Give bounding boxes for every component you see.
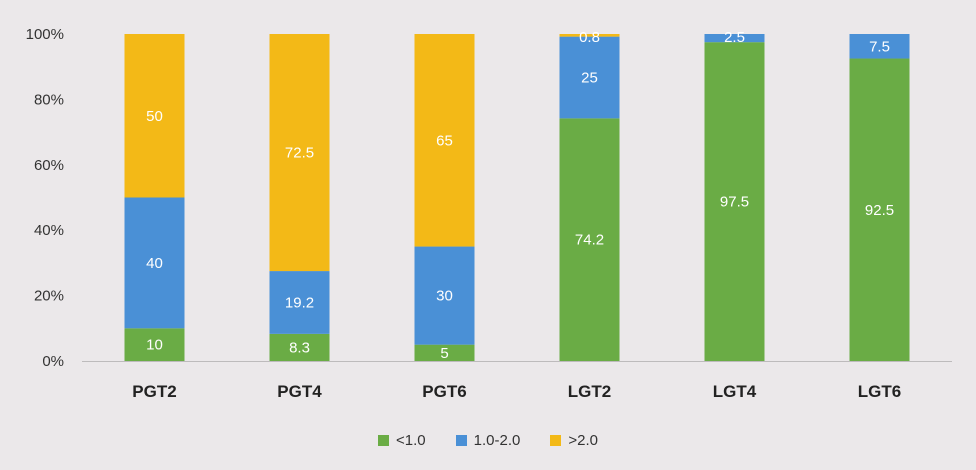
data-label: 50 xyxy=(146,108,163,125)
bar-segment xyxy=(269,34,330,272)
legend-swatch-gt2 xyxy=(550,435,562,446)
legend-item-lt1: <1.0 xyxy=(378,432,426,449)
bar-segment xyxy=(849,58,910,362)
bar-segment xyxy=(849,34,910,59)
bar-segment xyxy=(269,333,330,361)
bar-segment xyxy=(414,34,475,247)
y-tick-label: 100% xyxy=(26,26,64,43)
data-label: 30 xyxy=(436,288,453,305)
data-label: 2.5 xyxy=(724,29,745,46)
x-axis: PGT2 PGT4 PGT6 LGT2 LGT4 LGT6 xyxy=(82,361,952,401)
data-label: 92.5 xyxy=(865,202,894,219)
bar-segment xyxy=(559,118,620,361)
data-label: 10 xyxy=(146,337,163,354)
data-labels: 10 40 50 8.3 19.2 72.5 5 30 65 74.2 25 0.8 97.5 2.5 92… xyxy=(146,29,894,362)
data-label: 72.5 xyxy=(285,145,314,162)
data-label: 65 xyxy=(436,132,453,149)
x-tick-label: PGT4 xyxy=(277,382,322,401)
x-tick-label: LGT6 xyxy=(858,382,901,401)
y-axis: 0% 20% 40% 60% 80% 100% xyxy=(26,26,64,370)
legend: <1.0 1.0-2.0 >2.0 xyxy=(0,432,976,449)
legend-swatch-1to2 xyxy=(455,435,467,446)
legend-label-1to2: 1.0-2.0 xyxy=(473,432,521,449)
x-tick-label: PGT6 xyxy=(422,382,466,401)
data-label: 8.3 xyxy=(289,339,310,356)
bar-segment xyxy=(559,36,620,119)
x-tick-label: LGT4 xyxy=(713,382,757,401)
y-tick-label: 80% xyxy=(34,91,64,108)
legend-label-lt1: <1.0 xyxy=(396,432,426,449)
legend-item-1to2: 1.0-2.0 xyxy=(455,432,521,449)
x-tick-label: PGT2 xyxy=(132,382,176,401)
bar-segment xyxy=(559,34,620,37)
bar-segment xyxy=(414,344,475,361)
y-tick-label: 20% xyxy=(34,288,64,305)
y-tick-label: 60% xyxy=(34,157,64,174)
bar-segment xyxy=(124,34,185,198)
y-tick-label: 40% xyxy=(34,222,64,239)
data-label: 40 xyxy=(146,255,163,272)
y-tick-label: 0% xyxy=(42,353,64,370)
x-tick-label: LGT2 xyxy=(568,382,611,401)
data-label: 97.5 xyxy=(720,194,749,211)
legend-label-gt2: >2.0 xyxy=(568,432,598,449)
bar-segment xyxy=(124,328,185,361)
legend-item-gt2: >2.0 xyxy=(550,432,598,449)
data-label: 19.2 xyxy=(285,294,314,311)
bar-segment xyxy=(269,271,330,334)
bar-segment xyxy=(414,246,475,345)
legend-swatch-lt1 xyxy=(378,435,390,446)
data-label: 0.8 xyxy=(579,29,600,46)
bar-segment xyxy=(704,34,765,43)
data-label: 74.2 xyxy=(575,232,604,249)
data-label: 5 xyxy=(440,345,448,362)
bar-segment xyxy=(704,42,765,362)
data-label: 7.5 xyxy=(869,38,890,55)
bars xyxy=(124,34,910,362)
data-label: 25 xyxy=(581,69,598,86)
bar-segment xyxy=(124,197,185,329)
